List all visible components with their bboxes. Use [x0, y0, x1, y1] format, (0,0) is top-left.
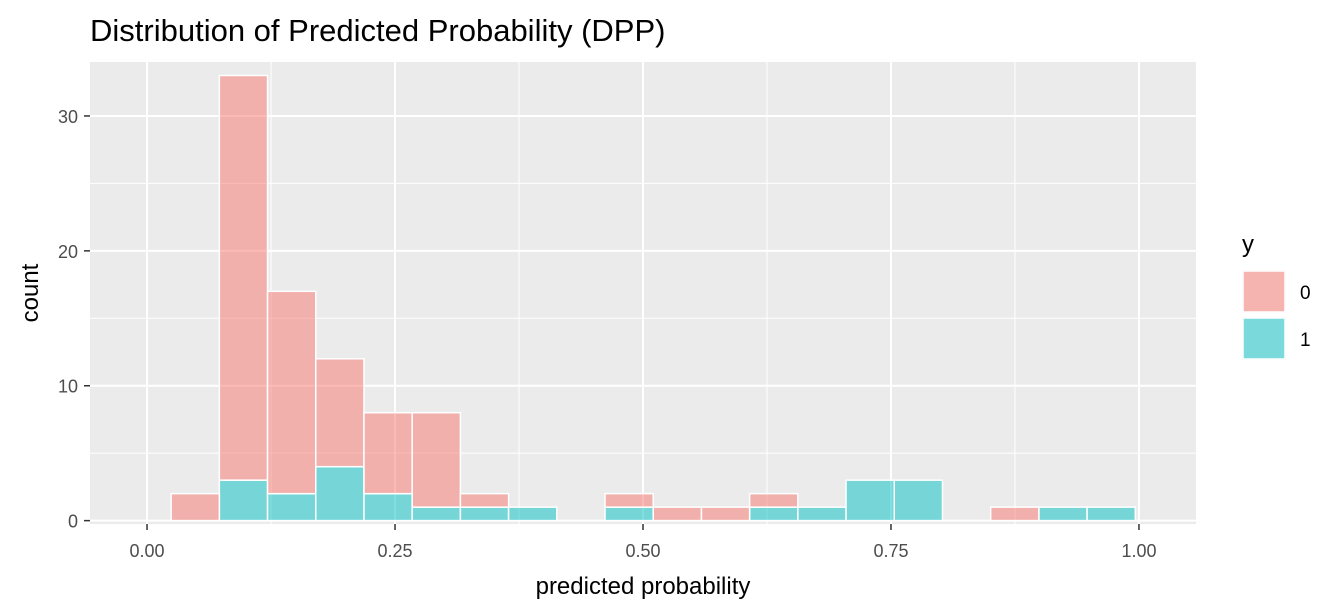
bar-y0-bin-6: [411, 411, 462, 508]
bar-y0-bin-12: [700, 506, 751, 522]
x-tick-label: 0.75: [873, 541, 908, 561]
x-axis-title: predicted probability: [536, 573, 751, 600]
x-tick-label: 1.00: [1121, 541, 1156, 561]
bar-y1-bin-6: [411, 506, 462, 522]
bar-y0-bin-5: [363, 411, 413, 495]
x-tick-label: 0.50: [625, 541, 660, 561]
bar-y1-bin-16: [893, 479, 944, 522]
y-axis: 0 10 20 30: [58, 107, 90, 532]
bar-y0-bin-7: [459, 492, 510, 508]
legend-title: y: [1242, 231, 1254, 258]
bar-y0-bin-18: [989, 506, 1040, 522]
bar-y1-bin-8: [507, 506, 558, 522]
bar-y0-bin-2: [218, 74, 269, 481]
x-axis: 0.00 0.25 0.50 0.75 1.00: [130, 524, 1156, 561]
x-tick-label: 0.25: [377, 541, 412, 561]
bar-y1-bin-13: [748, 506, 799, 522]
bar-y1-bin-5: [363, 492, 413, 522]
bar-y0-bin-11: [652, 506, 703, 522]
bar-y1-bin-20: [1086, 506, 1137, 522]
x-tick-label: 0.00: [130, 541, 165, 561]
y-tick-label: 10: [58, 377, 78, 397]
bar-y1-bin-7: [459, 506, 510, 522]
bar-y1-bin-19: [1038, 506, 1088, 522]
y-tick-label: 20: [58, 242, 78, 262]
y-tick-label: 30: [58, 107, 78, 127]
legend-label-1: 1: [1300, 330, 1311, 351]
chart-title: Distribution of Predicted Probability (D…: [90, 13, 665, 48]
bar-y1-bin-15: [845, 479, 896, 522]
bar-y1-bin-14: [797, 506, 847, 522]
legend-key-0: [1242, 270, 1286, 313]
legend-label-0: 0: [1300, 283, 1311, 304]
bar-y1-bin-2: [218, 479, 269, 522]
bar-y0-bin-10: [604, 492, 654, 508]
bar-y0-bin-13: [748, 492, 799, 508]
legend: y 0 1: [1242, 231, 1311, 360]
grid-major: [90, 62, 1196, 524]
bar-y1-bin-3: [266, 492, 317, 522]
bar-y0-bin-4: [315, 358, 365, 468]
bar-y1-bin-4: [315, 465, 365, 522]
y-tick-label: 0: [68, 512, 78, 532]
y-axis-title: count: [17, 263, 44, 322]
bar-y0-bin-1: [170, 492, 221, 522]
legend-key-1: [1242, 317, 1286, 360]
bar-y1-bin-10: [604, 506, 654, 522]
bars: [170, 74, 1137, 522]
bar-y0-bin-3: [266, 290, 317, 495]
